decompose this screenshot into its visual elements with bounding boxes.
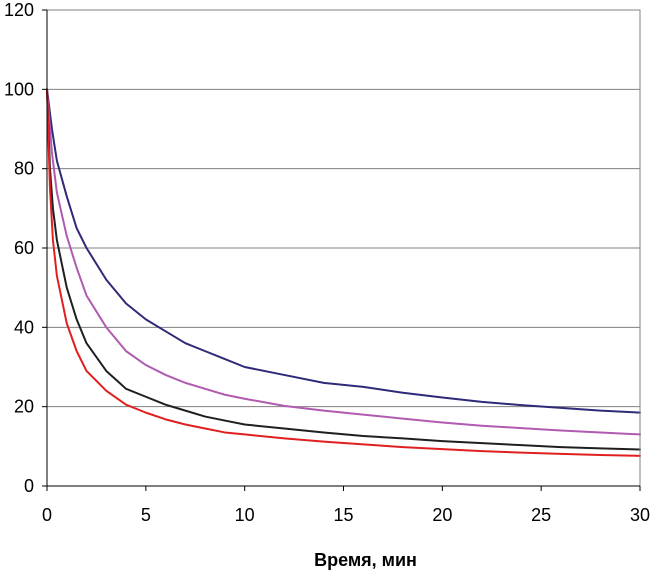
y-tick-label: 0 [24,476,34,496]
axes [42,9,641,491]
y-tick-label: 40 [14,317,34,337]
x-tick-label: 25 [531,505,551,525]
x-tick-label: 20 [432,505,452,525]
y-tick-label: 80 [14,159,34,179]
y-tick-label: 120 [4,0,34,20]
x-tick-label: 0 [42,505,52,525]
series-group [46,88,641,457]
series-line-3 [46,88,641,451]
y-tick-label: 60 [14,238,34,258]
series-line-4 [46,88,641,457]
x-axis-title: Время, мин [314,550,417,570]
series-line-1 [46,88,641,414]
x-tick-label: 5 [141,505,151,525]
y-tick-label: 100 [4,79,34,99]
tick-labels: 0 20 40 60 80 100 120 0 5 10 15 20 25 30 [4,0,650,525]
x-tick-label: 10 [235,505,255,525]
x-tick-label: 30 [630,505,650,525]
series-line-2 [46,88,641,436]
y-tick-label: 20 [14,397,34,417]
x-tick-label: 15 [333,505,353,525]
